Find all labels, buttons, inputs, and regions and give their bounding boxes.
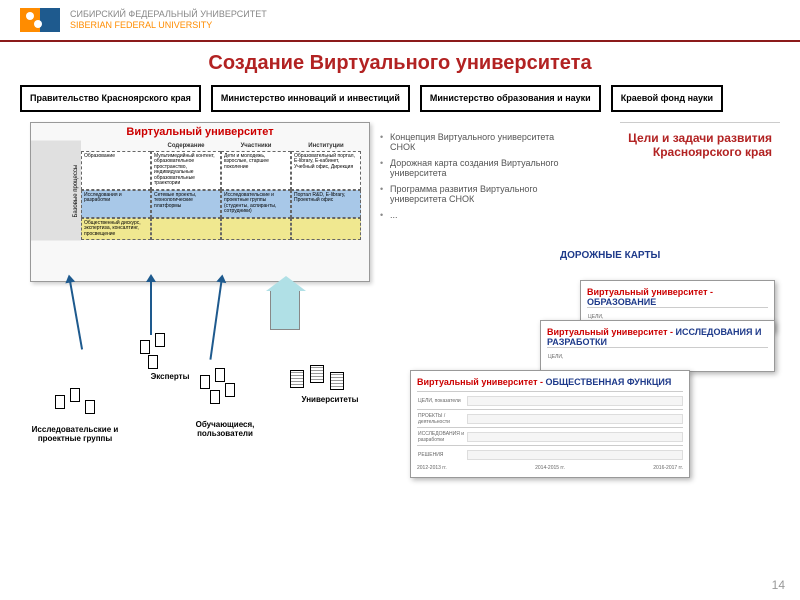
cell: Сетевые проекты, технологические платфор…: [151, 190, 221, 218]
card-row: РЕШЕНИЯ: [417, 445, 683, 463]
ministry-box: Министерство инноваций и инвестиций: [211, 85, 410, 112]
timeline-tick: 2014-2015 гг.: [535, 465, 565, 471]
label-learners: Обучающиеся, пользователи: [180, 420, 270, 438]
arrow-up-icon: [209, 280, 222, 359]
virtual-university-diagram: Виртуальный университет Базовые процессы…: [30, 122, 370, 282]
arrow-up-icon: [69, 280, 83, 349]
roadmap-card: Виртуальный университет - ИССЛЕДОВАНИЯ И…: [540, 320, 775, 372]
diagram-title: Виртуальный университет: [31, 123, 369, 141]
ministry-box: Краевой фонд науки: [611, 85, 723, 112]
label-research-groups: Исследовательские и проектные группы: [30, 425, 120, 443]
arrow-up-icon: [150, 280, 152, 335]
card-row-label: ЦЕЛИ, показатели: [417, 397, 467, 405]
card-row-bar: [467, 414, 683, 424]
header-text: СИБИРСКИЙ ФЕДЕРАЛЬНЫЙ УНИВЕРСИТЕТ SIBERI…: [70, 9, 267, 31]
cell: Портал R&D, E-library, Проектный офис: [291, 190, 361, 218]
group-icon: [215, 368, 225, 382]
university-icon: [290, 370, 304, 388]
group-icon: [70, 388, 80, 402]
ministry-row: Правительство Красноярского края Министе…: [0, 85, 800, 112]
group-icon: [210, 390, 220, 404]
col-header: Содержание: [151, 141, 221, 151]
timeline-tick: 2016-2017 гг.: [653, 465, 683, 471]
card-row: ЦЕЛИ, показатели: [417, 391, 683, 409]
page-number: 14: [772, 578, 785, 592]
goals-box: Цели и задачи развития Красноярского кра…: [620, 122, 780, 167]
bullet-item: Концепция Виртуального университета СНОК: [380, 132, 560, 152]
card-title: Виртуальный университет - ОБЩЕСТВЕННАЯ Ф…: [417, 377, 683, 387]
cell: Мультимедийный контент, образовательное …: [151, 151, 221, 190]
roadmap-card: Виртуальный университет - ОБЩЕСТВЕННАЯ Ф…: [410, 370, 690, 478]
card-title: Виртуальный университет - ОБРАЗОВАНИЕ: [587, 287, 768, 307]
page-title: Создание Виртуального университета: [0, 52, 800, 75]
card-row-bar: [467, 396, 683, 406]
cyan-arrow-icon: [270, 290, 300, 330]
bullet-item: Дорожная карта создания Виртуального уни…: [380, 158, 560, 178]
cell: Образовательный портал, E-library, E-каб…: [291, 151, 361, 190]
label-universities: Университеты: [285, 395, 375, 404]
row-label: Общественный дискурс, экспертиза, консал…: [81, 218, 151, 241]
row-label: Исследования и разработки: [81, 190, 151, 218]
group-icon: [148, 355, 158, 369]
row-label: Образование: [81, 151, 151, 190]
group-icon: [140, 340, 150, 354]
bullet-item: ...: [380, 210, 560, 220]
cell: [291, 218, 361, 241]
cell: Дети и молодежь, взрослые, старшее покол…: [221, 151, 291, 190]
ministry-box: Правительство Красноярского края: [20, 85, 201, 112]
timeline-tick: 2012-2013 гг.: [417, 465, 447, 471]
ministry-box: Министерство образования и науки: [420, 85, 601, 112]
card-row-label: РЕШЕНИЯ: [417, 451, 467, 459]
header: СИБИРСКИЙ ФЕДЕРАЛЬНЫЙ УНИВЕРСИТЕТ SIBERI…: [0, 0, 800, 42]
card-timeline: 2012-2013 гг. 2014-2015 гг. 2016-2017 гг.: [417, 465, 683, 471]
col-header: Участники: [221, 141, 291, 151]
cell: [221, 218, 291, 241]
diagram-grid: Базовые процессы Содержание Участники Ин…: [31, 141, 369, 241]
univ-name-en: SIBERIAN FEDERAL UNIVERSITY: [70, 20, 267, 31]
group-icon: [85, 400, 95, 414]
card-row: ПРОЕКТЫ / деятельности: [417, 409, 683, 427]
bullet-list: Концепция Виртуального университета СНОК…: [380, 132, 560, 226]
card-row-label: ЦЕЛИ,: [547, 353, 597, 361]
cell: Исследовательские и проектные группы (ст…: [221, 190, 291, 218]
label-experts: Эксперты: [125, 372, 215, 381]
cell: [151, 218, 221, 241]
col-header: Институции: [291, 141, 361, 151]
university-icon: [330, 372, 344, 390]
bullet-item: Программа развития Виртуального универси…: [380, 184, 560, 204]
group-icon: [225, 383, 235, 397]
univ-name-ru: СИБИРСКИЙ ФЕДЕРАЛЬНЫЙ УНИВЕРСИТЕТ: [70, 9, 267, 20]
diagram-sidebar: Базовые процессы: [31, 141, 81, 241]
roadmaps-label: ДОРОЖНЫЕ КАРТЫ: [560, 250, 660, 261]
card-title: Виртуальный университет - ИССЛЕДОВАНИЯ И…: [547, 327, 768, 347]
group-icon: [155, 333, 165, 347]
university-icon: [310, 365, 324, 383]
card-row: ЦЕЛИ,: [547, 347, 768, 365]
card-row-label: ПРОЕКТЫ / деятельности: [417, 412, 467, 426]
card-row-bar: [467, 432, 683, 442]
card-row-bar: [467, 450, 683, 460]
card-row: ИССЛЕДОВАНИЯ и разработки: [417, 427, 683, 445]
university-logo-icon: [20, 8, 60, 32]
group-icon: [55, 395, 65, 409]
card-row-label: ИССЛЕДОВАНИЯ и разработки: [417, 430, 467, 444]
